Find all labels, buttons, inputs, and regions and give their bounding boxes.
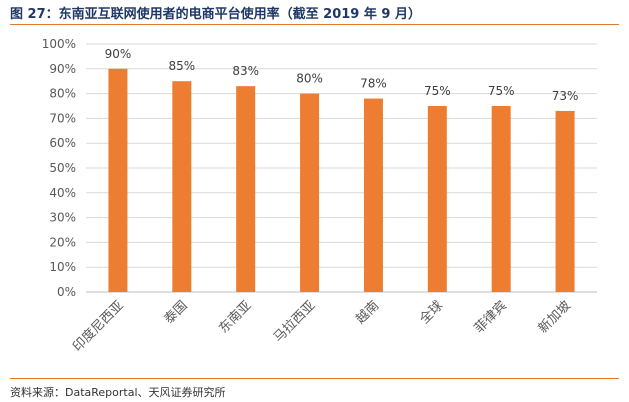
footer-divider — [10, 378, 619, 379]
y-tick-label: 80% — [49, 87, 76, 101]
bar-2 — [236, 86, 256, 292]
title-divider — [10, 24, 619, 25]
y-tick-label: 20% — [49, 235, 76, 249]
bar-5 — [427, 106, 447, 292]
x-tick-label: 马拉西亚 — [271, 298, 318, 345]
x-tick-label: 东南亚 — [216, 298, 255, 337]
y-axis-ticks: 0% 10% 20% 30% 40% 50% 60% 70% 80% 90% 100% — [42, 37, 76, 299]
data-label: 75% — [488, 84, 515, 98]
y-tick-label: 100% — [42, 37, 76, 51]
y-tick-label: 50% — [49, 161, 76, 175]
y-tick-label: 0% — [57, 285, 76, 299]
x-tick-label: 菲律宾 — [471, 298, 510, 337]
data-labels: 90% 85% 83% 80% 78% 75% 75% 73% — [105, 47, 579, 103]
data-label: 73% — [552, 89, 579, 103]
bars — [108, 68, 575, 293]
bar-4 — [363, 98, 383, 292]
y-tick-label: 10% — [49, 260, 76, 274]
bar-0 — [108, 68, 128, 292]
data-label: 75% — [424, 84, 451, 98]
data-label: 90% — [105, 47, 132, 61]
data-label: 83% — [232, 64, 259, 78]
data-label: 80% — [296, 72, 323, 86]
bar-3 — [300, 93, 320, 292]
x-tick-label: 新加坡 — [535, 298, 574, 337]
y-tick-label: 70% — [49, 111, 76, 125]
x-tick-label: 全球 — [416, 298, 446, 328]
x-axis-ticks: 印度尼西亚 泰国 东南亚 马拉西亚 越南 全球 菲律宾 新加坡 — [69, 298, 573, 355]
bar-1 — [172, 81, 192, 292]
bar-6 — [491, 106, 511, 292]
chart-title: 图 27：东南亚互联网使用者的电商平台使用率（截至 2019 年 9 月） — [10, 7, 421, 22]
x-tick-label: 越南 — [353, 298, 383, 328]
y-tick-label: 60% — [49, 136, 76, 150]
data-label: 78% — [360, 77, 387, 91]
y-tick-label: 90% — [49, 62, 76, 76]
bar-7 — [555, 110, 575, 293]
data-label: 85% — [168, 59, 195, 73]
x-tick-label: 泰国 — [162, 298, 191, 327]
y-tick-label: 30% — [49, 211, 76, 225]
x-tick-label: 印度尼西亚 — [69, 298, 126, 355]
source-note: 资料来源：DataReportal、天风证券研究所 — [10, 386, 226, 399]
gridlines — [86, 43, 597, 293]
y-tick-label: 40% — [49, 186, 76, 200]
